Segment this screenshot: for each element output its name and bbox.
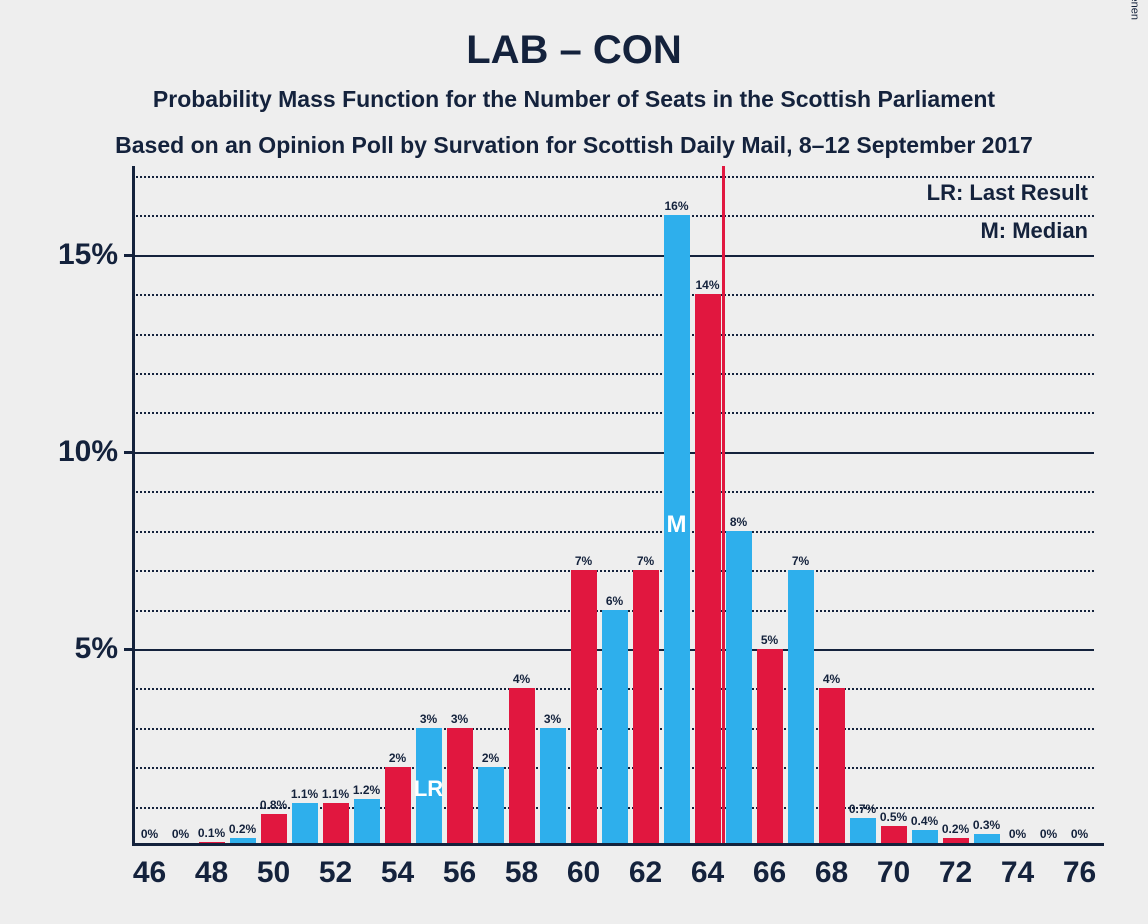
chart-title: LAB – CON [0, 0, 1148, 73]
gridline-major [132, 452, 1094, 454]
y-axis-tick-label: 10% [58, 435, 132, 469]
bar: 3% [447, 728, 473, 843]
gridline-minor [132, 373, 1094, 375]
bar-value-label: 14% [695, 278, 719, 294]
bar: 0.8% [261, 814, 287, 843]
x-axis-tick-label: 68 [815, 846, 848, 890]
copyright-text: © 2021 Filip van Laenen [1128, 0, 1140, 20]
bar: 4% [819, 688, 845, 843]
x-axis-tick-label: 54 [381, 846, 414, 890]
bar-value-label: 0% [141, 827, 158, 843]
gridline-minor [132, 215, 1094, 217]
bar: 8% [726, 531, 752, 843]
x-axis-tick-label: 56 [443, 846, 476, 890]
x-axis-tick-label: 62 [629, 846, 662, 890]
median-reference-line [722, 166, 725, 846]
bar-value-label: 0% [172, 827, 189, 843]
bar: 0.4% [912, 830, 938, 843]
bar: 5% [757, 649, 783, 843]
bar-value-label: 0.1% [198, 826, 225, 842]
chart-subtitle-1: Probability Mass Function for the Number… [0, 86, 1148, 113]
bar-value-label: 0.2% [229, 822, 256, 838]
bar: 2% [385, 767, 411, 843]
gridline-minor [132, 412, 1094, 414]
bar-value-label: 0% [1071, 827, 1088, 843]
bar-value-label: 0% [1040, 827, 1057, 843]
chart-plot-area: 5%10%15%0%0%0.1%0.2%0.8%1.1%1.1%1.2%2%3%… [132, 176, 1094, 846]
bar-value-label: 0.2% [942, 822, 969, 838]
bar: 6% [602, 610, 628, 843]
y-axis [132, 166, 135, 846]
chart-subtitle-2: Based on an Opinion Poll by Survation fo… [0, 132, 1148, 159]
gridline-minor [132, 570, 1094, 572]
bar-value-label: 4% [823, 672, 840, 688]
x-axis-tick-label: 64 [691, 846, 724, 890]
bar-value-label: 0.3% [973, 818, 1000, 834]
bar: 14% [695, 294, 721, 843]
bar-value-label: 0.4% [911, 814, 938, 830]
bar-value-label: 7% [792, 554, 809, 570]
bar-value-label: 16% [664, 199, 688, 215]
bar-value-label: 4% [513, 672, 530, 688]
bar-value-label: 3% [544, 712, 561, 728]
bar: 4% [509, 688, 535, 843]
bar-value-label: 0% [1009, 827, 1026, 843]
x-axis-tick-label: 76 [1063, 846, 1096, 890]
bar: 0.3% [974, 834, 1000, 843]
bar: 3% [540, 728, 566, 843]
bar-value-label: 8% [730, 515, 747, 531]
bar: 0.5% [881, 826, 907, 843]
x-axis-tick-label: 70 [877, 846, 910, 890]
x-axis-tick-label: 50 [257, 846, 290, 890]
x-axis-tick-label: 74 [1001, 846, 1034, 890]
bar: 7% [571, 570, 597, 843]
gridline-minor [132, 531, 1094, 533]
bar: 1.1% [323, 803, 349, 843]
bar: 7% [633, 570, 659, 843]
bar-value-label: 2% [482, 751, 499, 767]
bar-value-label: 5% [761, 633, 778, 649]
bar-value-label: 3% [451, 712, 468, 728]
y-axis-tick-label: 15% [58, 238, 132, 272]
gridline-minor [132, 334, 1094, 336]
bar-value-label: 0.7% [849, 802, 876, 818]
bar-value-label: 0.5% [880, 810, 907, 826]
gridline-minor [132, 294, 1094, 296]
x-axis-tick-label: 72 [939, 846, 972, 890]
bar: 7% [788, 570, 814, 843]
bar-value-label: 0.8% [260, 798, 287, 814]
gridline-minor [132, 176, 1094, 178]
bar-value-label: 3% [420, 712, 437, 728]
bar-value-label: 1.2% [353, 783, 380, 799]
overlay-label-m: M [667, 511, 687, 539]
bar-value-label: 1.1% [291, 787, 318, 803]
bar: 1.1% [292, 803, 318, 843]
x-axis-tick-label: 66 [753, 846, 786, 890]
x-axis-tick-label: 58 [505, 846, 538, 890]
x-axis-tick-label: 46 [133, 846, 166, 890]
bar-value-label: 7% [637, 554, 654, 570]
x-axis-tick-label: 48 [195, 846, 228, 890]
bar-value-label: 6% [606, 594, 623, 610]
overlay-label-lr: LR [414, 776, 443, 802]
bar-value-label: 7% [575, 554, 592, 570]
x-axis-tick-label: 60 [567, 846, 600, 890]
bar: 1.2% [354, 799, 380, 843]
x-axis-tick-label: 52 [319, 846, 352, 890]
bar: 0.7% [850, 818, 876, 843]
bar: 2% [478, 767, 504, 843]
bar-value-label: 2% [389, 751, 406, 767]
gridline-major [132, 255, 1094, 257]
bar-value-label: 1.1% [322, 787, 349, 803]
gridline-minor [132, 491, 1094, 493]
